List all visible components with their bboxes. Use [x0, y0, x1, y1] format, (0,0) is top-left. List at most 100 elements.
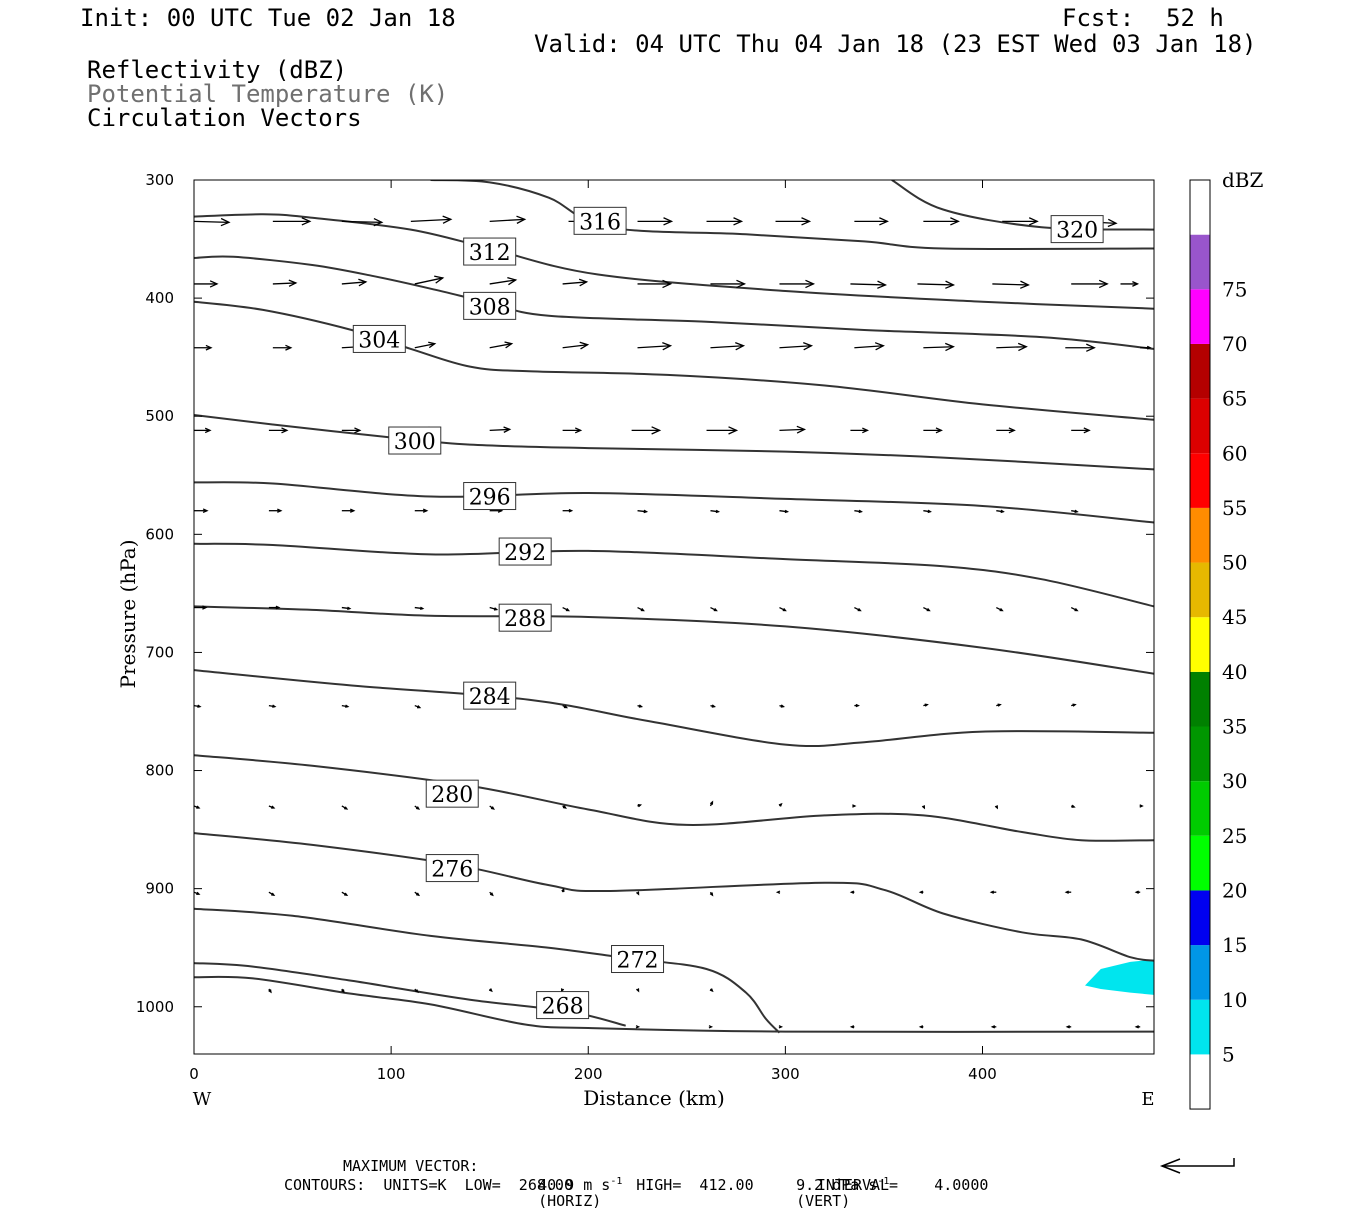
- vector-head: [202, 508, 209, 514]
- vector-head: [635, 988, 640, 993]
- circulation-vector: [272, 344, 293, 351]
- x-tick-label-200: 200: [574, 1065, 603, 1083]
- vector-head: [1134, 1025, 1139, 1029]
- circulation-vector: [562, 508, 574, 513]
- contour-label-280: 280: [431, 783, 473, 808]
- circulation-vector: [1071, 703, 1077, 707]
- plot-frame: [193, 179, 1155, 1055]
- vector-shaft: [489, 428, 510, 432]
- circulation-vector: [710, 279, 747, 289]
- contour-label-276: 276: [431, 858, 473, 883]
- vector-head: [205, 344, 213, 351]
- circulation-vector: [775, 890, 781, 894]
- vector-head: [990, 1025, 996, 1029]
- colorbar-label-30: 30: [1222, 769, 1247, 793]
- circulation-vector: [778, 1025, 784, 1029]
- circulation-vector: [996, 427, 1016, 434]
- vector-head: [858, 509, 863, 514]
- circulation-vector: [488, 988, 493, 993]
- vector-head: [1008, 427, 1016, 434]
- theta-contour-284: [194, 669, 1154, 748]
- vector-head: [277, 508, 283, 513]
- vector-head: [565, 608, 571, 612]
- circulation-vector: [268, 508, 283, 513]
- circulation-vector: [268, 891, 276, 897]
- circulation-vector: [341, 508, 356, 513]
- vector-head: [574, 427, 583, 434]
- colorbar-swatch-15: [1190, 234, 1210, 290]
- circulation-vector: [561, 887, 565, 893]
- circulation-vector: [996, 606, 1004, 612]
- circulation-vector: [194, 605, 208, 610]
- y-tick-label-1000: 1000: [136, 998, 174, 1016]
- vector-head: [354, 427, 362, 434]
- theta-contour-296: [194, 481, 1154, 524]
- circulation-vector: [854, 509, 863, 514]
- vector-head: [507, 276, 518, 286]
- vector-head: [921, 805, 926, 810]
- circulation-vector: [489, 276, 518, 286]
- circulation-vector: [341, 427, 362, 434]
- vector-head: [999, 608, 1004, 612]
- circulation-vector: [489, 805, 495, 810]
- theta-contour-312: [194, 213, 1154, 310]
- circulation-vector: [414, 341, 437, 349]
- circulation-vector: [1065, 1025, 1072, 1029]
- circulation-vector: [854, 342, 885, 351]
- vector-head: [857, 608, 862, 612]
- vector-head: [784, 509, 790, 514]
- circulation-vector: [710, 704, 717, 708]
- contour-label-box-288: [498, 603, 552, 632]
- colorbar-swatch-9: [1190, 562, 1210, 618]
- circulation-vector: [1065, 343, 1096, 352]
- vector-head: [1132, 281, 1140, 287]
- vector-head: [997, 703, 1002, 707]
- circulation-vector: [778, 802, 783, 807]
- colorbar-label-20: 20: [1222, 878, 1247, 902]
- theta-contour-292: [194, 542, 1154, 608]
- vector-head: [220, 217, 231, 227]
- init-time: Init: 00 UTC Tue 02 Jan 18: [80, 4, 456, 32]
- vector-head: [349, 508, 356, 513]
- theta-contour-316: [430, 180, 1154, 251]
- theta-contour-320: [891, 180, 1154, 231]
- vector-head: [736, 279, 747, 289]
- field-reflectivity: Reflectivity (dBZ): [87, 56, 348, 84]
- circulation-vector: [635, 988, 640, 993]
- circulation-vector: [775, 217, 812, 226]
- vector-head: [709, 892, 714, 897]
- circulation-vector: [990, 1025, 997, 1029]
- circulation-vector: [923, 217, 960, 226]
- contour-label-box-300: [388, 426, 442, 455]
- vector-shaft: [637, 345, 671, 349]
- vector-head: [204, 427, 212, 434]
- vector-head: [733, 217, 744, 226]
- vector-head: [638, 704, 644, 708]
- y-tick-label-600: 600: [145, 525, 174, 543]
- colorbar-label-35: 35: [1222, 715, 1247, 739]
- colorbar-label-75: 75: [1222, 277, 1247, 301]
- contour-label-box-280: [425, 779, 479, 808]
- circulation-vector: [996, 342, 1028, 352]
- contour-label-320: 320: [1056, 219, 1098, 244]
- vector-head: [417, 705, 422, 709]
- reflectivity-area-0: [1085, 959, 1154, 995]
- vector-shaft: [414, 343, 435, 349]
- vector-head: [796, 425, 807, 434]
- contour-label-box-308: [463, 291, 517, 320]
- contour-info: CONTOURS: UNITS=K LOW= 268.00 HIGH= 412.…: [284, 1176, 989, 1194]
- circulation-vector: [489, 341, 514, 349]
- circulation-vector: [1139, 804, 1144, 808]
- x-tick-label-400: 400: [968, 1065, 997, 1083]
- vector-head: [735, 341, 746, 351]
- contour-label-284: 284: [469, 685, 511, 710]
- field-potential-temperature: Potential Temperature (K): [87, 80, 449, 108]
- circulation-vector: [414, 891, 421, 897]
- circulation-vector: [562, 427, 583, 434]
- y-tick-label-700: 700: [145, 643, 174, 661]
- y-tick-label-500: 500: [145, 407, 174, 425]
- circulation-vector: [194, 805, 201, 809]
- vector-head: [345, 704, 350, 708]
- contour-label-box-320: [1050, 215, 1104, 244]
